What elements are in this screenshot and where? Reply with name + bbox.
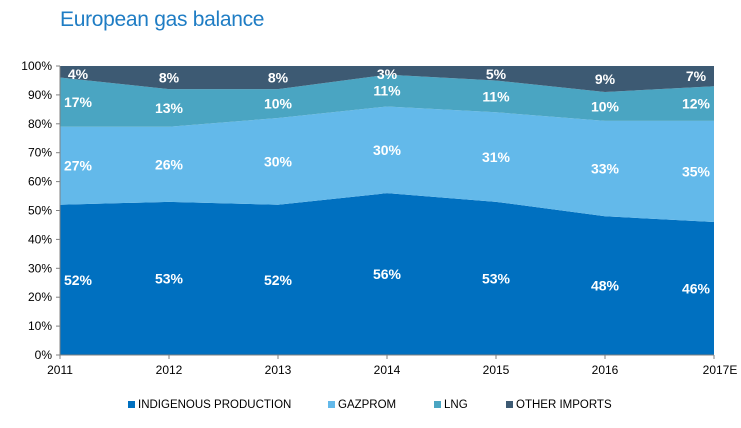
x-tick-label: 2017E [703, 363, 738, 377]
y-tick-label: 0% [35, 348, 53, 362]
legend-label: GAZPROM [338, 399, 396, 411]
legend-swatch [506, 401, 513, 408]
y-tick-label: 80% [28, 117, 52, 131]
x-tick-label: 2016 [592, 363, 619, 377]
y-tick-label: 50% [28, 204, 52, 218]
data-label: 7% [686, 68, 707, 84]
data-label: 52% [264, 272, 293, 288]
data-label: 12% [682, 96, 711, 112]
x-tick-label: 2014 [374, 363, 401, 377]
y-tick-label: 10% [28, 319, 52, 333]
data-label: 10% [264, 96, 293, 112]
data-label: 17% [64, 94, 93, 110]
data-label: 53% [155, 270, 184, 286]
data-labels: 52% 53% 52% 56% 53% 48% 46% 27% 26% 30% 30% 31% 33% 3… [64, 66, 711, 297]
data-label: 11% [482, 88, 510, 104]
y-tick-label: 100% [21, 59, 52, 73]
legend-swatch [434, 401, 441, 408]
area-other-imports [60, 66, 714, 93]
legend-swatch [128, 401, 135, 408]
data-label: 30% [373, 142, 402, 158]
data-label: 56% [373, 266, 402, 282]
chart-title: European gas balance [60, 8, 265, 31]
data-label: 26% [155, 156, 184, 172]
data-label: 3% [377, 66, 398, 82]
data-label: 33% [591, 161, 620, 177]
data-label: 8% [159, 70, 180, 86]
data-label: 4% [68, 66, 89, 82]
area-gazprom [60, 106, 714, 223]
area-indigenous-production [60, 193, 714, 355]
data-label: 10% [591, 98, 620, 114]
x-tick-label: 2011 [47, 363, 73, 377]
data-label: 31% [482, 149, 511, 165]
data-label: 27% [64, 158, 93, 174]
data-label: 35% [682, 163, 711, 179]
area-lng [60, 74, 714, 127]
legend-label: INDIGENOUS PRODUCTION [138, 399, 291, 411]
data-label: 48% [591, 278, 620, 294]
x-tick-label: 2012 [156, 363, 183, 377]
data-label: 5% [486, 66, 507, 82]
data-label: 46% [682, 281, 711, 297]
y-tick-label: 20% [28, 290, 52, 304]
data-label: 9% [595, 71, 616, 87]
data-label: 30% [264, 153, 293, 169]
area-layers [60, 66, 714, 355]
y-tick-label: 40% [28, 232, 52, 246]
y-tick-label: 90% [28, 88, 52, 102]
legend-label: OTHER IMPORTS [516, 399, 612, 411]
data-label: 11% [373, 83, 401, 99]
legend-swatch [328, 401, 335, 408]
legend: INDIGENOUS PRODUCTION GAZPROM LNG OTHER IMP… [128, 399, 612, 411]
y-tick-label: 60% [28, 175, 52, 189]
data-label: 13% [155, 100, 184, 116]
x-tick-label: 2015 [483, 363, 510, 377]
legend-label: LNG [444, 399, 468, 411]
y-tick-label: 30% [28, 261, 52, 275]
y-tick-label: 70% [28, 146, 52, 160]
x-tick-label: 2013 [265, 363, 292, 377]
data-label: 8% [268, 70, 289, 86]
data-label: 53% [482, 270, 511, 286]
data-label: 52% [64, 272, 93, 288]
axes: 0% 10% 20% 30% 40% 50% 60% 70% 80% 90% 100% 2011 201… [21, 59, 737, 377]
